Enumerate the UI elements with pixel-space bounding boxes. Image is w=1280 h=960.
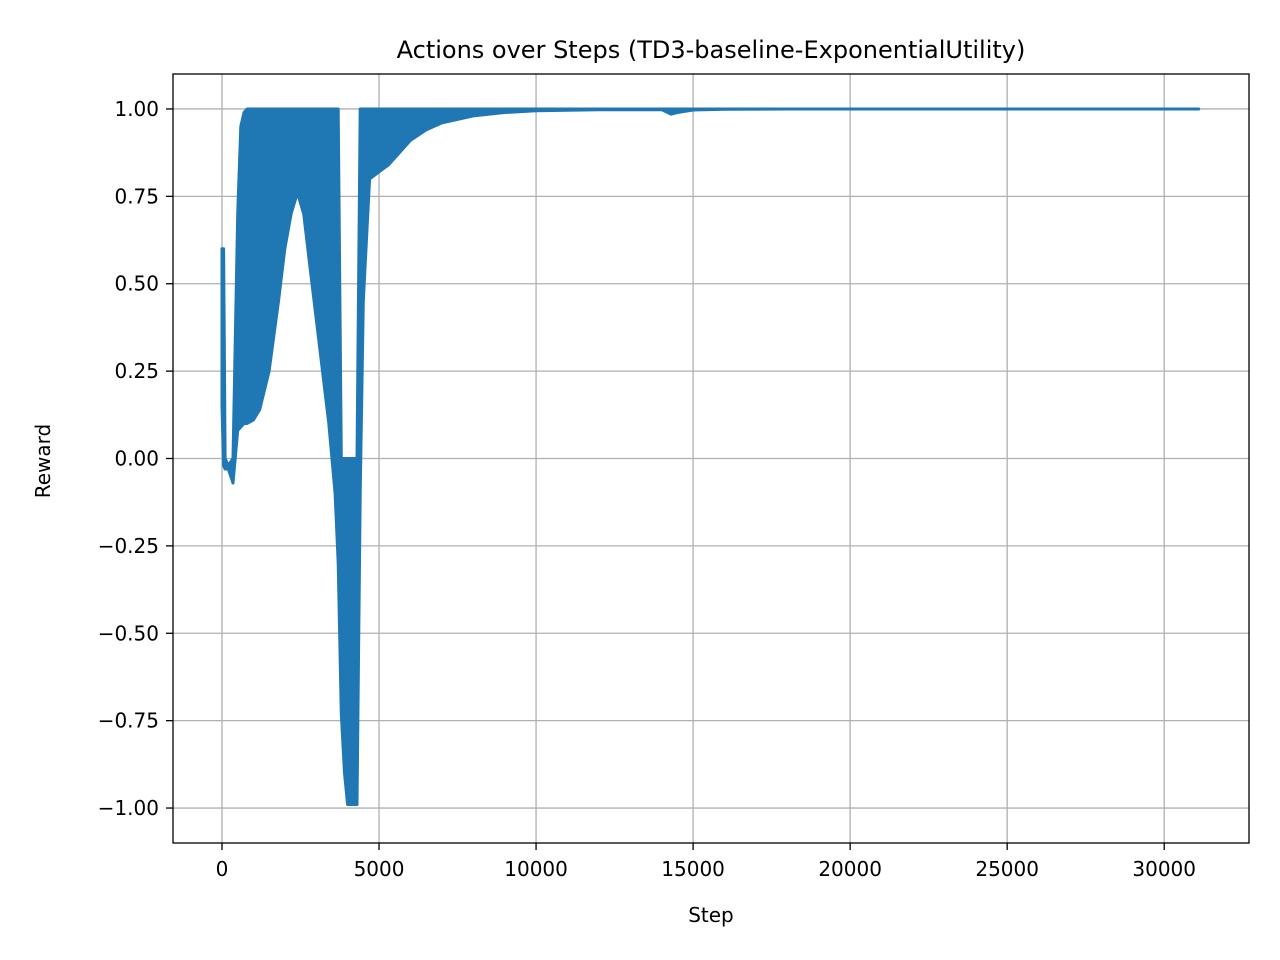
- plot-area: [220, 107, 1201, 806]
- series-line-0: [220, 107, 1201, 806]
- y-tick-label: −0.50: [98, 621, 159, 645]
- ticks: 0 5000 10000 15000 20000 25000 30000 1.00 0.75 0.…: [98, 97, 1196, 881]
- x-tick-label: 15000: [661, 857, 725, 881]
- x-tick-label: 5000: [354, 857, 405, 881]
- chart-title: Actions over Steps (TD3-baseline-Exponen…: [397, 36, 1026, 64]
- x-tick-label: 25000: [975, 857, 1039, 881]
- y-tick-label: 0.25: [114, 359, 159, 383]
- y-tick-label: −1.00: [98, 796, 159, 820]
- x-tick-label: 0: [216, 857, 229, 881]
- y-tick-label: −0.75: [98, 709, 159, 733]
- y-tick-label: 1.00: [114, 97, 159, 121]
- x-axis-label: Step: [688, 903, 734, 927]
- x-tick-label: 20000: [818, 857, 882, 881]
- y-tick-label: −0.25: [98, 534, 159, 558]
- y-tick-label: 0.50: [114, 272, 159, 296]
- y-tick-label: 0.75: [114, 184, 159, 208]
- x-tick-label: 30000: [1132, 857, 1196, 881]
- y-axis-label: Reward: [31, 424, 55, 498]
- x-tick-label: 10000: [504, 857, 568, 881]
- y-tick-label: 0.00: [114, 447, 159, 471]
